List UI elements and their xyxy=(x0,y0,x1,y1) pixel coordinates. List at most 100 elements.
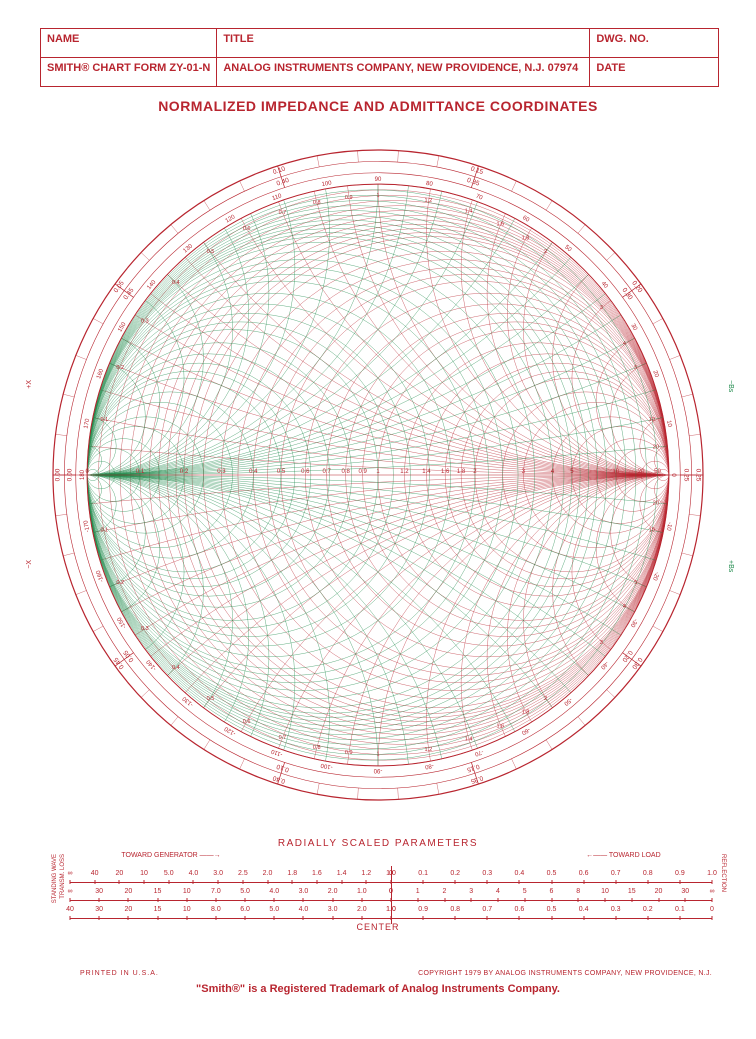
svg-text:0.1: 0.1 xyxy=(100,528,108,534)
svg-text:0.20: 0.20 xyxy=(620,649,633,664)
svg-text:0.8: 0.8 xyxy=(313,200,321,206)
svg-text:-10: -10 xyxy=(665,521,673,531)
svg-text:20: 20 xyxy=(638,469,645,475)
svg-text:0.3: 0.3 xyxy=(141,319,149,325)
svg-text:0.45: 0.45 xyxy=(112,656,125,671)
svg-text:0.05: 0.05 xyxy=(113,279,126,294)
svg-text:1.2: 1.2 xyxy=(425,198,433,204)
radial-left-label-1: STANDING WAVE xyxy=(52,854,59,903)
svg-text:4: 4 xyxy=(623,604,626,610)
svg-text:1.4: 1.4 xyxy=(422,469,431,475)
svg-text:-80: -80 xyxy=(424,762,434,770)
svg-text:-50: -50 xyxy=(562,696,573,707)
svg-text:0.7: 0.7 xyxy=(279,735,287,741)
footer-printed: PRINTED IN U.S.A. xyxy=(80,970,159,977)
svg-text:2: 2 xyxy=(544,249,547,255)
svg-text:120: 120 xyxy=(225,214,237,225)
svg-text:2: 2 xyxy=(544,696,547,702)
svg-text:1.2: 1.2 xyxy=(425,747,433,753)
axis-label-plus-x: +X xyxy=(26,380,33,389)
svg-text:0.3: 0.3 xyxy=(217,469,226,475)
hdr-title: TITLE xyxy=(217,29,590,58)
svg-text:0.05: 0.05 xyxy=(122,648,135,663)
hdr-dwg: DWG. NO. xyxy=(590,29,719,58)
radial-title: RADIALLY SCALED PARAMETERS xyxy=(0,838,756,849)
svg-text:5: 5 xyxy=(634,580,637,586)
svg-text:0.4: 0.4 xyxy=(172,665,180,671)
axis-label-plus-b: +Bs xyxy=(727,560,734,572)
svg-text:3: 3 xyxy=(600,305,603,311)
smith-chart: 0.000.000.050.450.100.400.150.350.200.30… xyxy=(40,120,716,830)
svg-text:0.2: 0.2 xyxy=(116,580,124,586)
chart-title: NORMALIZED IMPEDANCE AND ADMITTANCE COOR… xyxy=(0,98,756,114)
svg-text:80: 80 xyxy=(425,181,433,188)
svg-text:4: 4 xyxy=(551,469,555,475)
radial-scales: TOWARD GENERATOR ——→←—— TOWARD LOAD∞4020… xyxy=(70,852,712,924)
axis-label-minus-x: −X xyxy=(26,560,33,569)
radial-left-label-2: TRANSM. LOSS xyxy=(60,854,67,899)
svg-text:0.45: 0.45 xyxy=(122,287,135,302)
svg-text:-40: -40 xyxy=(599,659,610,670)
header-table: NAME TITLE DWG. NO. SMITH® CHART FORM ZY… xyxy=(40,28,719,87)
svg-text:0.5: 0.5 xyxy=(207,696,215,702)
svg-text:0.1: 0.1 xyxy=(136,469,145,475)
svg-text:10: 10 xyxy=(649,528,655,534)
svg-text:1.8: 1.8 xyxy=(457,469,466,475)
svg-text:-140: -140 xyxy=(145,658,158,672)
svg-text:10: 10 xyxy=(613,469,620,475)
svg-text:0.30: 0.30 xyxy=(621,287,634,302)
svg-text:0.8: 0.8 xyxy=(342,469,351,475)
svg-text:0: 0 xyxy=(670,473,676,477)
svg-text:50: 50 xyxy=(654,469,661,475)
svg-text:1.4: 1.4 xyxy=(465,737,473,743)
svg-text:1.2: 1.2 xyxy=(400,469,409,475)
svg-text:3: 3 xyxy=(522,469,526,475)
hdr-date: DATE xyxy=(590,58,719,87)
svg-text:100: 100 xyxy=(321,180,333,188)
svg-text:0.6: 0.6 xyxy=(301,469,310,475)
svg-text:3: 3 xyxy=(600,640,603,646)
svg-text:5: 5 xyxy=(634,365,637,371)
radial-right-label: REFLECTION xyxy=(719,854,726,892)
hdr-name: NAME xyxy=(41,29,217,58)
svg-text:20: 20 xyxy=(651,370,659,379)
svg-text:10: 10 xyxy=(649,417,655,423)
svg-text:0.15: 0.15 xyxy=(466,763,481,774)
svg-text:0.5: 0.5 xyxy=(277,469,286,475)
svg-text:1: 1 xyxy=(376,469,380,475)
svg-text:2: 2 xyxy=(473,469,477,475)
svg-text:1.6: 1.6 xyxy=(497,221,505,227)
svg-text:0.2: 0.2 xyxy=(116,365,124,371)
svg-text:0.20: 0.20 xyxy=(630,280,643,295)
svg-text:0.10: 0.10 xyxy=(275,762,290,773)
svg-text:0.1: 0.1 xyxy=(100,417,108,423)
footer-trademark: "Smith®" is a Registered Trademark of An… xyxy=(0,983,756,995)
svg-text:0.9: 0.9 xyxy=(345,195,353,201)
smith-chart-page: NAME TITLE DWG. NO. SMITH® CHART FORM ZY… xyxy=(0,0,756,1039)
svg-text:-60: -60 xyxy=(520,726,531,736)
svg-text:0.35: 0.35 xyxy=(466,177,481,188)
svg-text:0.9: 0.9 xyxy=(345,750,353,756)
svg-text:10: 10 xyxy=(665,420,672,428)
svg-text:0.7: 0.7 xyxy=(279,210,287,216)
svg-text:-170: -170 xyxy=(83,519,91,533)
svg-text:-110: -110 xyxy=(270,747,284,757)
svg-text:0.5: 0.5 xyxy=(207,249,215,255)
footer-copyright: COPYRIGHT 1979 BY ANALOG INSTRUMENTS COM… xyxy=(418,970,712,977)
svg-text:1: 1 xyxy=(376,193,379,199)
svg-text:70: 70 xyxy=(475,194,484,202)
svg-text:0.3: 0.3 xyxy=(141,626,149,632)
svg-text:0.4: 0.4 xyxy=(172,280,180,286)
svg-text:1.6: 1.6 xyxy=(441,469,450,475)
svg-text:0.6: 0.6 xyxy=(243,719,251,725)
svg-text:0.40: 0.40 xyxy=(276,177,291,188)
svg-text:1.8: 1.8 xyxy=(522,710,530,716)
svg-text:150: 150 xyxy=(117,321,128,333)
center-label: CENTER xyxy=(0,922,756,932)
svg-text:130: 130 xyxy=(183,243,195,254)
svg-text:-90: -90 xyxy=(373,767,382,773)
svg-text:0.9: 0.9 xyxy=(359,469,368,475)
svg-text:90: 90 xyxy=(375,177,382,183)
svg-text:170: 170 xyxy=(83,418,91,430)
svg-text:1: 1 xyxy=(376,752,379,758)
